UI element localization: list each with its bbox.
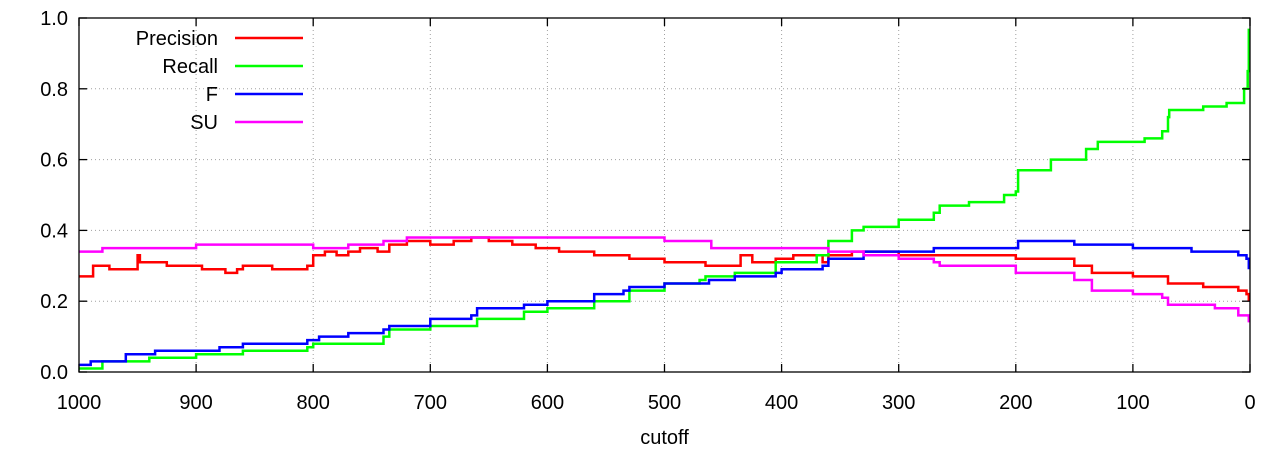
series-line-su	[79, 236, 1251, 323]
x-tick-label: 600	[531, 392, 564, 414]
series-line-precision	[79, 236, 1251, 302]
y-tick-label: 1.0	[40, 8, 68, 30]
y-tick-label: 0.0	[40, 362, 68, 384]
legend-label-f: F	[206, 84, 218, 106]
x-tick-label: 800	[297, 392, 330, 414]
x-tick-label: 500	[648, 392, 681, 414]
axis-ticks	[78, 17, 1251, 373]
y-tick-label: 0.8	[40, 79, 68, 101]
legend-label-su: SU	[190, 112, 218, 134]
series-lines	[79, 28, 1251, 370]
series-line-f	[79, 239, 1251, 367]
grid	[79, 18, 1250, 372]
x-tick-label: 200	[999, 392, 1032, 414]
y-tick-label: 0.6	[40, 150, 68, 172]
y-tick-label: 0.4	[40, 220, 68, 242]
y-tick-label: 0.2	[40, 291, 68, 313]
y-tick-labels: 0.0 0.2 0.4 0.6 0.8 1.0	[40, 8, 68, 384]
legend: Precision Recall F SU	[136, 28, 303, 134]
legend-label-recall: Recall	[162, 56, 218, 78]
x-tick-label: 900	[179, 392, 212, 414]
series-line-recall	[79, 28, 1251, 370]
x-tick-label: 0	[1244, 392, 1255, 414]
legend-label-precision: Precision	[136, 28, 218, 50]
x-tick-label: 100	[1116, 392, 1149, 414]
x-tick-label: 700	[414, 392, 447, 414]
x-axis-label: cutoff	[640, 427, 689, 449]
x-tick-label: 300	[882, 392, 915, 414]
x-tick-labels: 1000 900 800 700 600 500 400 300 200 100 0	[57, 392, 1256, 414]
x-tick-label: 400	[765, 392, 798, 414]
x-tick-label: 1000	[57, 392, 102, 414]
